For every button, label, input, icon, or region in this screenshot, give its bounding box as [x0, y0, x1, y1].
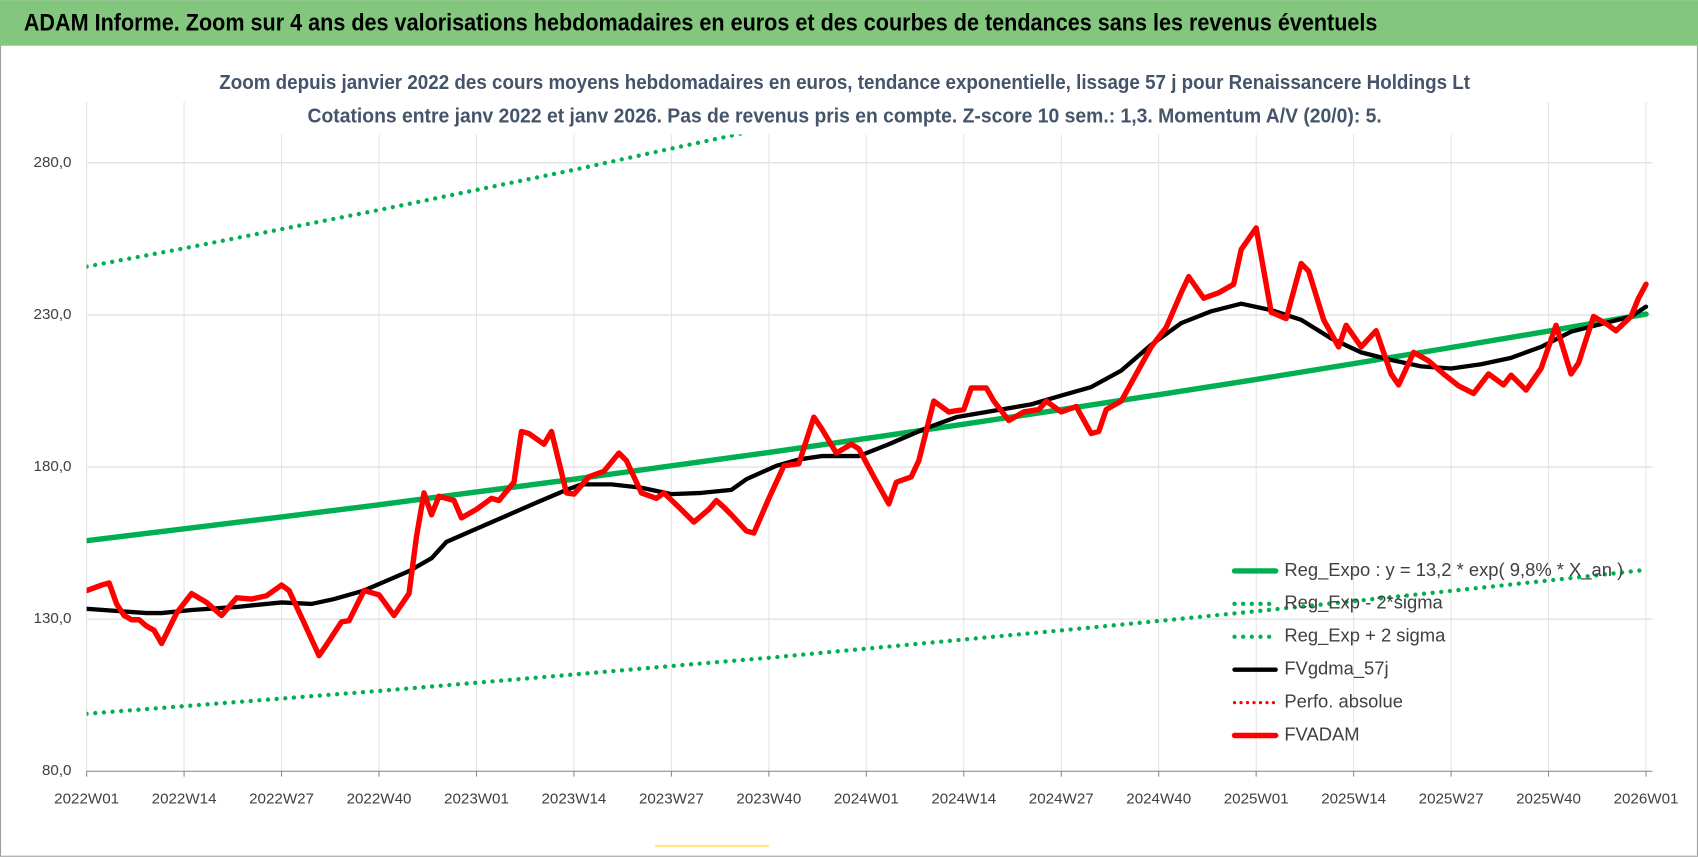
x-tick-label: 2022W27 — [249, 790, 314, 807]
y-tick-label: 230,0 — [34, 306, 72, 323]
x-tick-label: 2025W14 — [1321, 790, 1386, 807]
chart-subtitle: Cotations entre janv 2022 et janv 2026. … — [308, 105, 1382, 128]
x-tick-label: 2026W01 — [1614, 790, 1679, 807]
x-tick-label: 2025W40 — [1516, 790, 1581, 807]
x-tick-label: 2023W01 — [444, 790, 509, 807]
chart-title: Zoom depuis janvier 2022 des cours moyen… — [219, 71, 1470, 94]
x-tick-label: 2024W27 — [1029, 790, 1094, 807]
series-line — [86, 567, 1649, 716]
header-bar — [0, 0, 1698, 46]
title-background — [211, 65, 1475, 135]
series-line — [86, 225, 1649, 659]
x-tick-label: 2025W01 — [1224, 790, 1289, 807]
y-tick-label: 180,0 — [34, 458, 72, 475]
legend-label: Reg_Exp - 2*sigma — [1284, 592, 1443, 614]
legend-label: FVgdma_57j — [1284, 658, 1388, 680]
x-tick-label: 2022W40 — [347, 790, 412, 807]
axes: 80,0 130,0 180,0 230,0 280,0 2022W01 2022W14 20… — [34, 154, 1679, 808]
x-tick-label: 2023W40 — [736, 790, 801, 807]
legend-label: Reg_Exp + 2 sigma — [1284, 625, 1446, 647]
plot-lines — [86, 102, 1649, 716]
legend-label: Reg_Expo : y = 13,2 * exp( 9,8% * X_an ) — [1284, 559, 1623, 581]
legend-label: FVADAM — [1284, 723, 1359, 744]
x-tick-label: 2023W27 — [639, 790, 704, 807]
y-tick-label: 130,0 — [34, 610, 72, 627]
x-tick-label: 2024W14 — [931, 790, 996, 807]
y-tick-label: 280,0 — [34, 154, 72, 171]
x-tick-label: 2022W14 — [152, 790, 217, 807]
x-tick-label: 2022W01 — [54, 790, 119, 807]
series-line — [86, 301, 1649, 616]
x-tick-label: 2024W01 — [834, 790, 899, 807]
legend-label: Perfo. absolue — [1284, 690, 1403, 711]
grid — [86, 102, 1653, 772]
header-title: ADAM Informe. Zoom sur 4 ans des valoris… — [24, 9, 1378, 36]
x-tick-label: 2023W14 — [541, 790, 606, 807]
y-tick-label: 80,0 — [42, 762, 72, 779]
x-tick-label: 2025W27 — [1419, 790, 1484, 807]
x-tick-label: 2024W40 — [1126, 790, 1191, 807]
legend: Reg_Expo : y = 13,2 * exp( 9,8% * X_an )… — [1231, 559, 1623, 744]
